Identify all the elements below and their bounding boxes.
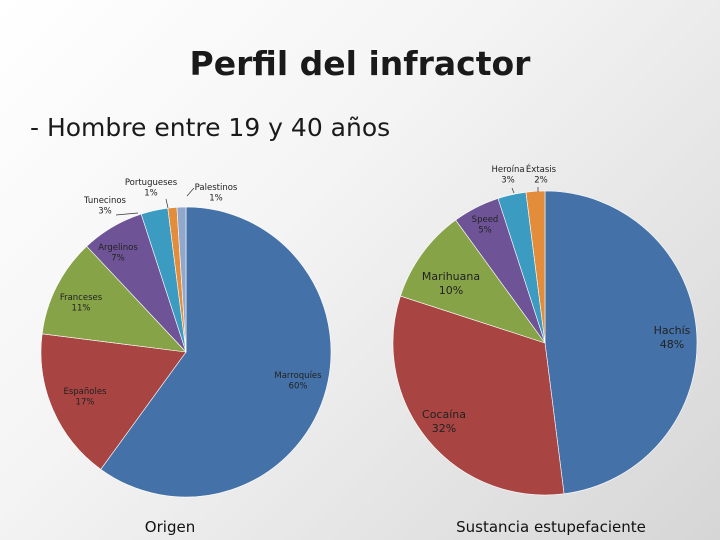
data-label-portugueses: Portugueses 1% (125, 178, 178, 199)
data-label-marihuana: Marihuana 10% (422, 270, 480, 297)
pie-slice-palestinos (176, 206, 187, 353)
data-label-franceses: Franceses 11% (60, 293, 103, 314)
pie-slice-cocaina (392, 295, 565, 496)
data-label-heroina: Heroína 3% (491, 165, 524, 186)
pie-slice-hachis (544, 190, 698, 495)
data-label-speed: Speed 5% (472, 215, 499, 236)
data-label-argelinos: Argelinos 7% (98, 243, 138, 264)
data-label-cocaina: Cocaína 32% (422, 408, 466, 435)
data-label-tunecinos: Tunecinos 3% (83, 196, 127, 217)
pie-slice-franceses (41, 245, 187, 353)
leader-line-palestinos (186, 187, 195, 197)
pie-chart-sustancia: Hachís 48% Cocaína 32% Marihuana 10% Speed 5% He… (392, 163, 698, 536)
leader-line-portugueses (165, 198, 169, 209)
pie-slice-marroquies (100, 206, 332, 498)
chart-caption-origen: Origen (145, 518, 195, 536)
pie-chart-origen: Marroquíes 60% Españoles 17% Franceses 11% Arg… (40, 178, 332, 536)
data-label-espanoles: Españoles 17% (63, 387, 107, 408)
chart-caption-sustancia-estupefaciente: Sustancia estupefaciente (456, 518, 646, 536)
data-label-palestinos: Palestinos 1% (195, 183, 238, 204)
pie-slice-marihuana (400, 219, 546, 344)
data-label-hachis: Hachís 48% (654, 324, 691, 351)
leader-line-heroina (511, 187, 515, 194)
slide-title: Perfil del infractor (189, 44, 531, 83)
data-label-extasis: Éxtasis 2% (526, 163, 557, 186)
leader-line-tunecinos (115, 212, 139, 216)
pie-slice-espanoles (40, 333, 187, 470)
pie-slice-extasis (525, 190, 546, 344)
data-label-marroquies: Marroquíes 60% (274, 371, 322, 392)
slide-subtitle: - Hombre entre 19 y 40 años (30, 113, 391, 142)
